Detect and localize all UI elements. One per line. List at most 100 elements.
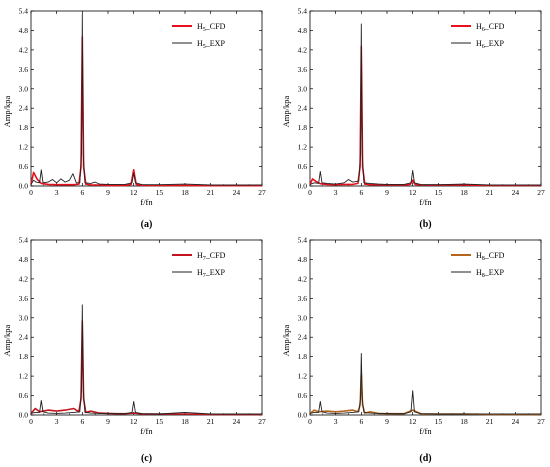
panel-caption: (d) (419, 453, 431, 464)
x-axis-title: f/fn (419, 197, 432, 207)
y-tick-label: 1.8 (298, 352, 308, 361)
x-tick-label: 15 (156, 417, 164, 426)
y-tick-label: 5.4 (298, 236, 308, 245)
legend-label-subscript: 7 (203, 273, 206, 279)
y-tick-label: 3.0 (298, 313, 308, 322)
legend-label-suffix: _CFD (484, 22, 505, 31)
x-tick-label: 18 (460, 417, 468, 426)
y-tick-label: 1.8 (298, 123, 308, 132)
x-tick-label: 9 (385, 188, 389, 197)
legend-entry: H8_EXP (476, 268, 504, 279)
y-tick-label: 1.2 (19, 372, 29, 381)
x-tick-label: 6 (80, 417, 84, 426)
y-tick-label: 1.2 (298, 372, 308, 381)
y-axis-title: Amp/kpa (2, 324, 12, 356)
y-axis-title: Amp/kpa (281, 324, 291, 356)
x-tick-label: 21 (486, 417, 494, 426)
legend-label-base: H (476, 251, 482, 260)
y-tick-label: 1.2 (19, 143, 29, 152)
legend-label-base: H (197, 39, 203, 48)
x-tick-label: 6 (359, 188, 363, 197)
legend-entry: H7_CFD (197, 251, 226, 262)
x-tick-label: 12 (409, 188, 417, 197)
x-tick-label: 21 (486, 188, 494, 197)
chart-panel-4: 0.0 0.6 1.2 1.8 2.4 3.0 3.6 4.2 4.8 5.4 0 3 6 9 12 15 18… (281, 236, 545, 465)
x-tick-label: 15 (435, 188, 443, 197)
y-tick-label: 3.6 (19, 65, 29, 74)
series-line-h6-exp (309, 23, 541, 186)
y-axis-title: Amp/kpa (2, 95, 12, 127)
legend-entry: H6_EXP (476, 39, 504, 50)
y-tick-label: 0.6 (19, 162, 29, 171)
x-tick-label: 3 (55, 188, 59, 197)
y-tick-label: 3.0 (19, 84, 29, 93)
y-axis-title: Amp/kpa (281, 95, 291, 127)
series-line-h7-exp (30, 304, 262, 415)
chart-panel-2: 0.0 0.6 1.2 1.8 2.4 3.0 3.6 4.2 4.8 5.4 0 3 6 9 12 15 18… (281, 7, 545, 231)
y-tick-label: 5.4 (298, 7, 308, 16)
y-tick-label: 3.0 (19, 313, 29, 322)
y-tick-label: 1.8 (19, 123, 29, 132)
y-tick-label: 0.0 (19, 411, 29, 420)
x-tick-label: 12 (409, 417, 417, 426)
series-line-h6-cfd (309, 45, 541, 187)
y-tick-label: 0.0 (19, 182, 29, 191)
series-line-h8-cfd (309, 372, 541, 416)
legend-entry: H6_CFD (476, 22, 505, 33)
y-tick-label: 3.6 (298, 65, 308, 74)
legend-label-suffix: _EXP (205, 268, 226, 277)
x-tick-label: 6 (80, 188, 84, 197)
legend-label-suffix: _CFD (205, 251, 226, 260)
y-tick-label: 2.4 (298, 104, 308, 113)
legend-entry: H5_EXP (197, 39, 225, 50)
y-tick-label: 4.8 (19, 255, 29, 264)
series-line-h7-cfd (30, 320, 262, 416)
x-tick-label: 0 (308, 417, 312, 426)
x-tick-label: 24 (233, 188, 241, 197)
legend-label-suffix: _EXP (484, 268, 505, 277)
x-tick-label: 3 (334, 417, 338, 426)
y-tick-label: 5.4 (19, 7, 29, 16)
x-tick-label: 12 (130, 417, 138, 426)
x-tick-label: 0 (29, 417, 33, 426)
y-tick-label: 0.6 (298, 162, 308, 171)
plot-frame (30, 10, 263, 187)
x-tick-label: 18 (460, 188, 468, 197)
x-tick-label: 24 (512, 188, 520, 197)
x-tick-label: 9 (106, 417, 110, 426)
y-tick-label: 2.4 (298, 333, 308, 342)
y-tick-label: 4.8 (298, 255, 308, 264)
legend-label-subscript: 5 (203, 27, 206, 33)
x-tick-label: 18 (181, 417, 189, 426)
y-tick-label: 0.0 (298, 411, 308, 420)
y-tick-label: 4.8 (19, 26, 29, 35)
x-tick-label: 21 (207, 417, 215, 426)
legend-label-base: H (197, 251, 203, 260)
x-tick-label: 9 (385, 417, 389, 426)
y-tick-label: 1.8 (19, 352, 29, 361)
x-tick-label: 15 (156, 188, 164, 197)
y-tick-label: 0.6 (298, 391, 308, 400)
x-tick-label: 0 (308, 188, 312, 197)
x-tick-label: 27 (537, 417, 545, 426)
chart-panel-1: 0.0 0.6 1.2 1.8 2.4 3.0 3.6 4.2 4.8 5.4 0 3 6 9 12 15 18… (2, 7, 266, 231)
x-axis-title: f/fn (140, 426, 153, 436)
y-tick-label: 0.6 (19, 391, 29, 400)
legend-label-subscript: 6 (482, 27, 485, 33)
y-tick-label: 3.6 (19, 294, 29, 303)
y-tick-label: 3.6 (298, 294, 308, 303)
y-tick-label: 4.8 (298, 26, 308, 35)
y-tick-label: 2.4 (19, 104, 29, 113)
panel-caption: (a) (141, 219, 153, 230)
legend-label-subscript: 6 (482, 44, 485, 50)
x-tick-label: 21 (207, 188, 215, 197)
x-tick-label: 15 (435, 417, 443, 426)
x-tick-label: 3 (55, 417, 59, 426)
legend-label-base: H (476, 22, 482, 31)
legend-entry: H7_EXP (197, 268, 225, 279)
plot-frame (309, 10, 542, 187)
plot-frame (309, 239, 542, 416)
x-tick-label: 3 (334, 188, 338, 197)
x-tick-label: 9 (106, 188, 110, 197)
y-tick-label: 4.2 (19, 274, 29, 283)
